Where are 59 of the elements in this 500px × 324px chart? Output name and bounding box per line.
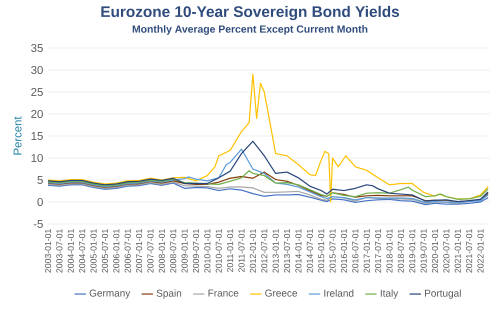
legend-label: Greece	[265, 290, 298, 297]
x-tick-label: 2003-07-01	[56, 229, 62, 273]
x-tick-label: 2008-01-01	[158, 229, 165, 273]
x-tick-label: 2010-07-01	[216, 229, 222, 273]
x-tick-label: 2017-01-01	[364, 229, 370, 273]
y-tick-label: -5	[34, 220, 43, 228]
legend-label: Italy	[380, 289, 398, 299]
y-tick-label: 5	[37, 176, 43, 184]
legend-label: Germany	[90, 290, 130, 299]
x-tick-label: 2011-07-01	[238, 229, 245, 272]
x-tick-label: 2007-01-01	[136, 229, 142, 273]
y-tick-label: 15	[32, 132, 43, 140]
chart-subtitle: Monthly Average Percent Except Current Month	[132, 25, 368, 35]
x-tick-label: 2021-01-01	[454, 229, 461, 273]
x-tick-label: 2012-01-01	[250, 229, 256, 273]
y-tick-label: 20	[31, 110, 43, 118]
x-tick-label: 2010-01-01	[204, 229, 210, 273]
chart-title: Eurozone 10-Year Sovereign Bond Yields	[101, 6, 400, 20]
x-tick-label: 2008-07-01	[170, 229, 176, 273]
x-tick-label: 2009-01-01	[182, 229, 188, 273]
x-tick-label: 2003-01-01	[44, 229, 52, 273]
y-tick-label: 10	[32, 154, 43, 162]
line-series	[47, 74, 489, 203]
x-tick-label: 2020-07-01	[443, 229, 450, 273]
x-tick-label: 2009-07-01	[192, 229, 200, 273]
x-tick-label: 2012-07-01	[261, 229, 268, 273]
x-tick-label: 2017-07-01	[375, 229, 382, 273]
x-tick-label: 2014-07-01	[306, 229, 313, 273]
x-tick-label: 2014-01-01	[295, 229, 302, 273]
x-tick-label: 2005-07-01	[102, 229, 108, 273]
x-tick-label: 2022-01-01	[477, 229, 484, 273]
y-axis-title: Percent	[14, 116, 22, 155]
x-tick-label: 2018-07-01	[398, 229, 404, 273]
x-tick-label: 2021-07-01	[466, 229, 472, 273]
legend-label: France	[208, 290, 238, 297]
x-tick-label: 2004-01-01	[68, 229, 74, 273]
x-tick-label: 2020-01-01	[432, 229, 438, 273]
x-tick-label: 2019-07-01	[420, 229, 427, 273]
x-tick-label: 2018-01-01	[386, 229, 393, 273]
legend-label: Ireland	[324, 289, 354, 297]
legend-label: Spain	[156, 289, 182, 299]
y-tick-label: 30	[31, 66, 43, 74]
x-tick-label: 2011-01-01	[227, 229, 234, 272]
y-tick-label: 0	[37, 198, 43, 206]
x-tick-label: 2019-01-01	[409, 229, 416, 273]
x-tick-label: 2013-07-01	[284, 229, 290, 273]
x-tick-label: 2016-07-01	[352, 229, 358, 273]
x-tick-label: 2015-07-01	[329, 229, 336, 273]
legend-label: Portugal	[424, 289, 461, 299]
x-tick-label: 2016-01-01	[340, 229, 347, 273]
y-tick-label: 25	[31, 88, 43, 96]
x-tick-label: 2004-07-01	[79, 229, 86, 273]
x-tick-label: 2006-07-01	[124, 229, 131, 273]
x-tick-label: 2015-01-01	[318, 229, 324, 273]
x-tick-label: 2005-01-01	[90, 229, 97, 273]
x-tick-label: 2007-07-01	[147, 229, 154, 273]
x-tick-label: 2013-01-01	[272, 229, 279, 273]
x-tick-label: 2006-01-01	[113, 229, 120, 273]
y-tick-label: 35	[31, 44, 43, 52]
